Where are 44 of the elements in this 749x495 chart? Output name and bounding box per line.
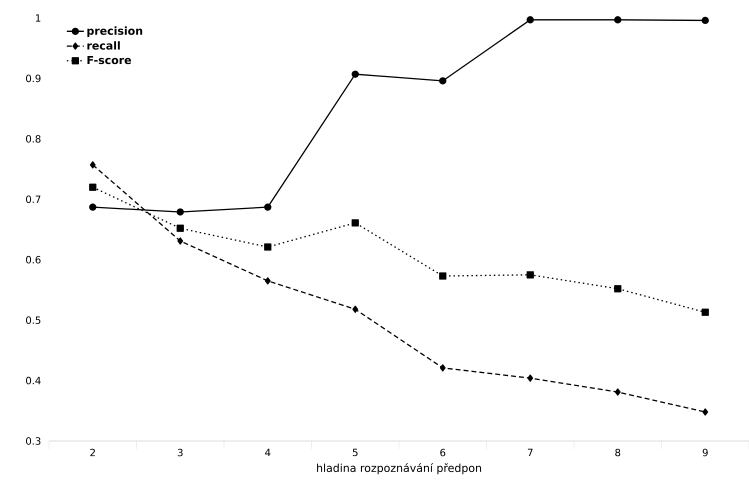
x-tick-label: 7 <box>528 448 533 456</box>
x-tick-label: 8 <box>615 448 620 456</box>
point <box>702 408 708 416</box>
y-tick-label: 0.5 <box>26 316 40 324</box>
point <box>352 70 359 78</box>
point <box>264 243 272 251</box>
point <box>702 16 709 24</box>
point <box>89 204 96 211</box>
legend-label: F-score <box>87 56 132 64</box>
y-tick-label: 0.6 <box>26 256 41 264</box>
y-tick-label: 0.3 <box>26 437 40 445</box>
point <box>527 374 534 382</box>
point <box>176 224 184 232</box>
x-tick-label: 6 <box>440 448 446 456</box>
point <box>352 306 358 313</box>
point <box>264 204 272 211</box>
x-tick-label: 4 <box>265 448 270 456</box>
x-tick-label: 5 <box>352 448 358 456</box>
y-tick-label: 0.7 <box>26 196 40 204</box>
legend-label: precision <box>87 26 142 38</box>
x-tick-label: 3 <box>178 448 183 456</box>
y-tick-label: 0.4 <box>26 376 41 384</box>
point <box>439 272 446 280</box>
legend-label: recall <box>87 41 120 50</box>
y-tick-label: 0.8 <box>26 135 41 143</box>
y-tick-label: 0.9 <box>26 74 41 82</box>
x-axis-title: hladina rozpoznávání předpon <box>317 463 482 474</box>
x-tick-label: 2 <box>90 448 95 456</box>
point <box>526 16 534 24</box>
y-tick-label: 1 <box>36 14 40 22</box>
point <box>264 277 271 285</box>
point <box>439 77 446 84</box>
point <box>176 208 184 216</box>
point <box>526 271 534 278</box>
point <box>352 219 359 226</box>
point <box>614 388 621 396</box>
point <box>89 184 96 191</box>
point <box>90 161 96 168</box>
x-tick-label: 9 <box>702 448 708 456</box>
point <box>614 16 622 24</box>
point <box>702 308 709 316</box>
point <box>614 285 622 292</box>
point <box>177 237 184 245</box>
point <box>440 364 446 372</box>
